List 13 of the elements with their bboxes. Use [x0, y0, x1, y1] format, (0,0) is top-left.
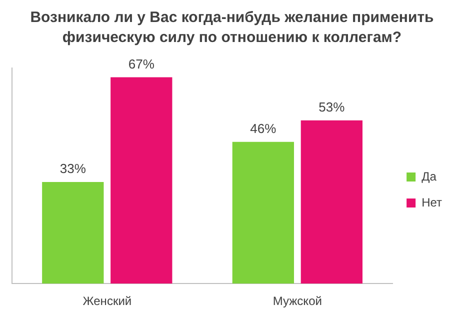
data-label: 67% — [128, 56, 155, 72]
legend-label: Да — [422, 169, 437, 184]
bar — [42, 182, 104, 284]
data-label: 33% — [60, 161, 86, 176]
bar — [232, 142, 294, 284]
bar — [110, 77, 172, 284]
data-label: 46% — [250, 121, 277, 136]
data-label: 53% — [318, 99, 346, 114]
chart-title: Возникало ли у Вас когда-нибудь желание применить физическую силу по отношению к коллегам? — [29, 8, 435, 48]
x-tick-label: Женский — [82, 294, 132, 308]
x-tick-label: Мужской — [272, 294, 322, 308]
bar — [300, 120, 362, 284]
legend-label: Нет — [422, 195, 443, 210]
